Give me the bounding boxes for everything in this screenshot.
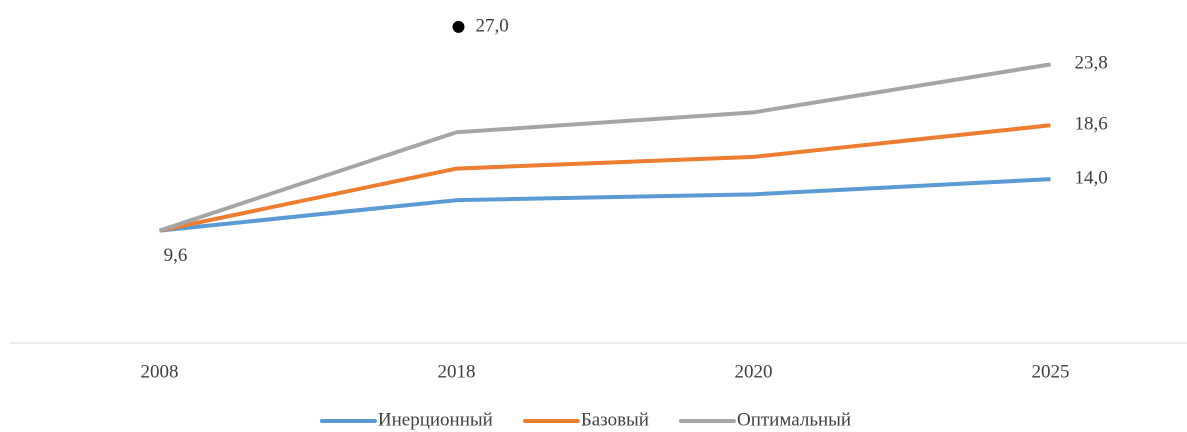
data-label: 23,8 [1075,53,1108,74]
x-tick-label: 2025 [1032,361,1070,382]
data-label: 18,6 [1075,114,1108,135]
x-tick-label: 2018 [438,361,476,382]
legend-item: Базовый [522,409,649,430]
x-tick-label: 2008 [141,361,179,382]
series-line [159,123,1051,233]
legend-item: Инерционный [319,409,493,430]
data-label: 14,0 [1075,167,1108,188]
legend-label: Инерционный [378,409,493,430]
legend-item: Оптимальный [678,409,851,430]
data-label: 9,6 [164,245,188,266]
legend-label: Оптимальный [737,409,851,430]
annotation-point [452,20,465,33]
annotation-label: 27,0 [476,15,509,36]
legend-label: Базовый [581,409,649,430]
series-line [159,177,1051,233]
series-line [158,62,1051,233]
x-tick-label: 2020 [735,361,773,382]
